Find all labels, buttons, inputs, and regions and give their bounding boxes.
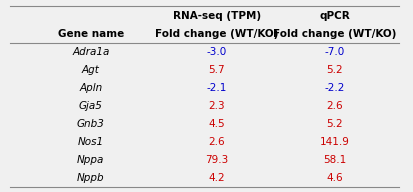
Text: -3.0: -3.0 <box>206 47 227 57</box>
Text: Agt: Agt <box>82 65 100 75</box>
Text: 5.2: 5.2 <box>326 65 343 75</box>
Text: RNA-seq (TPM): RNA-seq (TPM) <box>173 11 261 21</box>
Text: 4.6: 4.6 <box>326 173 343 183</box>
Text: 5.7: 5.7 <box>208 65 225 75</box>
Text: 5.2: 5.2 <box>326 119 343 129</box>
Text: 4.2: 4.2 <box>208 173 225 183</box>
Text: 4.5: 4.5 <box>208 119 225 129</box>
Text: qPCR: qPCR <box>319 11 350 21</box>
Text: 141.9: 141.9 <box>320 137 349 147</box>
Text: Fold change (WT/KO): Fold change (WT/KO) <box>273 29 396 39</box>
Text: -2.2: -2.2 <box>324 83 344 93</box>
Text: Apln: Apln <box>79 83 102 93</box>
Text: -7.0: -7.0 <box>324 47 344 57</box>
Text: Adra1a: Adra1a <box>72 47 109 57</box>
Text: 2.3: 2.3 <box>208 101 225 111</box>
Text: 2.6: 2.6 <box>326 101 343 111</box>
Text: 79.3: 79.3 <box>205 155 228 165</box>
Text: Nppb: Nppb <box>77 173 104 183</box>
Text: Fold change (WT/KO): Fold change (WT/KO) <box>155 29 278 39</box>
Text: Nppa: Nppa <box>77 155 104 165</box>
Text: 58.1: 58.1 <box>323 155 346 165</box>
Text: Gene name: Gene name <box>58 29 124 39</box>
Text: Nos1: Nos1 <box>78 137 104 147</box>
Text: 2.6: 2.6 <box>208 137 225 147</box>
Text: Gnb3: Gnb3 <box>77 119 104 129</box>
Text: -2.1: -2.1 <box>206 83 227 93</box>
Text: Gja5: Gja5 <box>79 101 103 111</box>
